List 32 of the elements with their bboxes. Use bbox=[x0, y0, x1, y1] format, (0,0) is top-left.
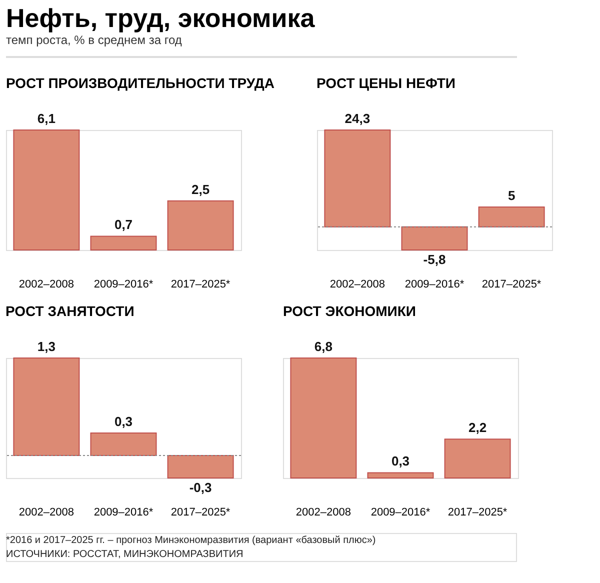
x-tick-label: 2009–2016* bbox=[94, 278, 154, 290]
data-label: 2,2 bbox=[468, 420, 487, 436]
text: *2016 и 2017–2025 гг. – прогноз Минэкономразвития (вариант «базовый плюс») bbox=[6, 535, 376, 546]
chart-title: РОСТ ЭКОНОМИКИ bbox=[283, 303, 416, 319]
data-label: 0,3 bbox=[391, 454, 410, 469]
data-label: 1,3 bbox=[37, 339, 56, 354]
chart-title: РОСТ ПРОИЗВОДИТЕЛЬНОСТИ ТРУДА bbox=[6, 75, 275, 91]
text: Нефть, труд, экономика bbox=[6, 3, 316, 33]
text: темп роста, % в среднем за год bbox=[6, 33, 182, 47]
x-tick-label: 2002–2008 bbox=[18, 278, 74, 290]
x-tick-label: 2002–2008 bbox=[330, 278, 385, 290]
x-tick-label: 2002–2008 bbox=[18, 506, 74, 518]
data-label: 0,7 bbox=[114, 217, 133, 232]
x-tick-label: 2017–2025* bbox=[170, 278, 231, 290]
text: ИСТОЧНИКИ: РОССТАТ, МИНЭКОНОМРАЗВИТИЯ bbox=[6, 549, 244, 560]
x-tick-label: 2017–2025* bbox=[170, 506, 231, 518]
data-label: 2,5 bbox=[192, 182, 210, 197]
data-label: -5,8 bbox=[423, 252, 446, 267]
x-tick-label: 2002–2008 bbox=[296, 506, 351, 518]
x-tick-label: 2009–2016* bbox=[370, 506, 431, 518]
data-label: 0,3 bbox=[114, 414, 133, 429]
x-tick-label: 2017–2025* bbox=[448, 506, 508, 518]
data-label: 6,1 bbox=[37, 111, 56, 126]
data-label: 6,8 bbox=[314, 339, 332, 354]
x-tick-label: 2009–2016* bbox=[94, 506, 154, 518]
x-tick-label: 2017–2025* bbox=[482, 278, 542, 290]
data-label: 5 bbox=[508, 188, 516, 203]
chart-title: РОСТ ЦЕНЫ НЕФТИ bbox=[316, 75, 456, 91]
x-tick-label: 2009–2016* bbox=[404, 278, 465, 290]
data-label: -0,3 bbox=[189, 480, 212, 495]
data-label: 24,3 bbox=[344, 111, 370, 126]
chart-title: РОСТ ЗАНЯТОСТИ bbox=[6, 303, 134, 319]
